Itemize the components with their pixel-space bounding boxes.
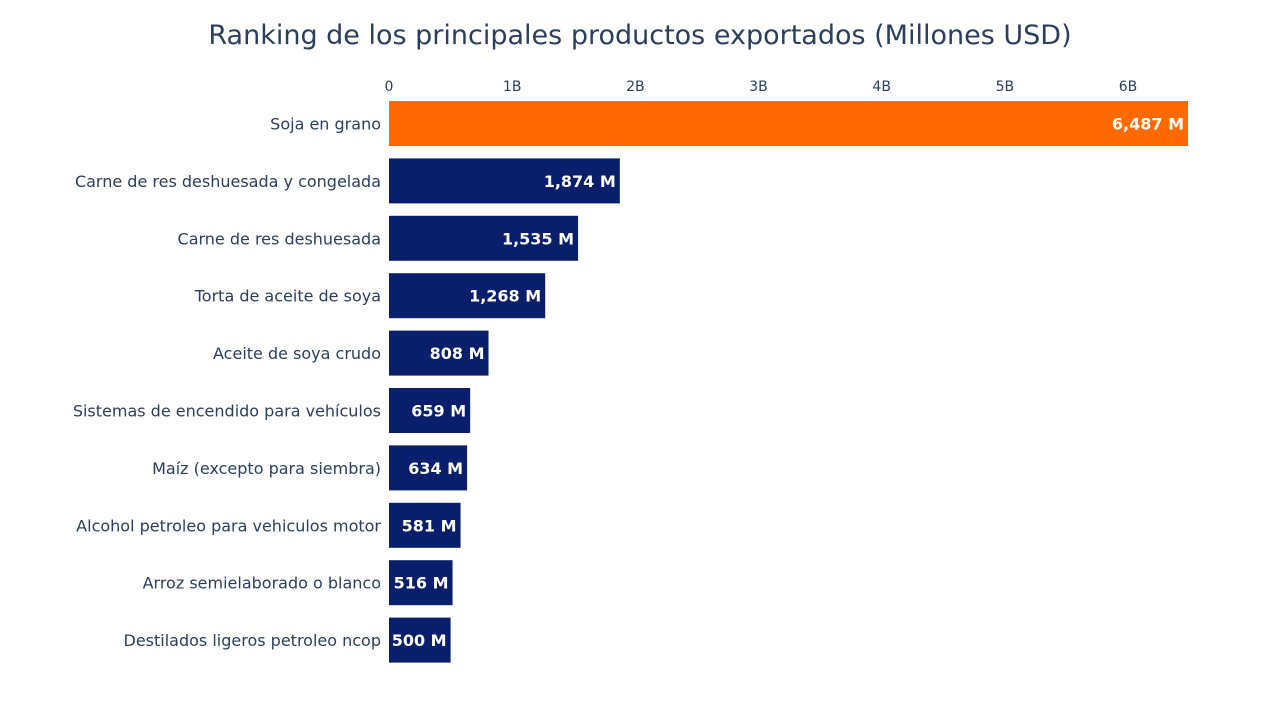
bar	[389, 502, 461, 548]
category-label: Aceite de soya crudo	[213, 344, 381, 363]
category-label: Torta de aceite de soya	[194, 287, 381, 306]
chart-title: Ranking de los principales productos exp…	[208, 20, 1072, 51]
bar	[389, 330, 489, 376]
data-label: 808 M	[430, 344, 485, 363]
bar	[389, 617, 451, 663]
bar	[389, 273, 546, 319]
bar	[389, 560, 453, 606]
category-label: Carne de res deshuesada y congelada	[75, 172, 381, 191]
data-label: 634 M	[408, 459, 463, 478]
bar-group: Torta de aceite de soya 1,268 M	[194, 273, 546, 319]
category-label: Carne de res deshuesada	[178, 229, 381, 248]
bar	[389, 101, 1188, 146]
bar-group: Sistemas de encendido para vehículos 659 …	[73, 388, 471, 433]
bar	[389, 215, 579, 261]
bar-group: Arroz semielaborado o blanco 516 M	[143, 560, 453, 606]
bar-group: Alcohol petroleo para vehiculos motor 581…	[76, 502, 461, 548]
data-label: 1,535 M	[502, 229, 574, 248]
category-label: Alcohol petroleo para vehiculos motor	[76, 516, 381, 535]
x-tick-label: 4B	[872, 79, 891, 95]
data-label: 1,874 M	[544, 172, 616, 191]
data-label: 1,268 M	[469, 287, 541, 306]
bar	[389, 388, 471, 433]
x-tick-label: 5B	[996, 79, 1015, 95]
bar	[389, 445, 468, 491]
data-label: 659 M	[411, 402, 466, 421]
bar-group: Carne de res deshuesada 1,535 M	[178, 215, 579, 261]
x-tick-label: 3B	[749, 79, 768, 95]
data-label: 6,487 M	[1112, 115, 1184, 134]
category-label: Maíz (excepto para siembra)	[152, 459, 381, 478]
bar-group: Aceite de soya crudo 808 M	[213, 330, 489, 376]
category-label: Destilados ligeros petroleo ncop	[124, 631, 382, 650]
category-label: Soja en grano	[270, 115, 381, 134]
x-tick-label: 1B	[503, 79, 522, 95]
bar-group: Destilados ligeros petroleo ncop 500 M	[124, 617, 451, 663]
x-tick-label: 0	[385, 79, 394, 95]
bar-group: Maíz (excepto para siembra) 634 M	[152, 445, 468, 491]
bar-group: Carne de res deshuesada y congelada 1,874…	[75, 158, 620, 204]
data-label: 500 M	[392, 631, 447, 650]
x-tick-label: 2B	[626, 79, 645, 95]
data-label: 516 M	[394, 574, 449, 593]
category-label: Arroz semielaborado o blanco	[143, 574, 381, 593]
data-label: 581 M	[402, 516, 457, 535]
bar-group: Soja en grano 6,487 M	[270, 101, 1188, 146]
category-label: Sistemas de encendido para vehículos	[73, 402, 381, 421]
bar	[389, 158, 620, 204]
x-tick-label: 6B	[1119, 79, 1138, 95]
